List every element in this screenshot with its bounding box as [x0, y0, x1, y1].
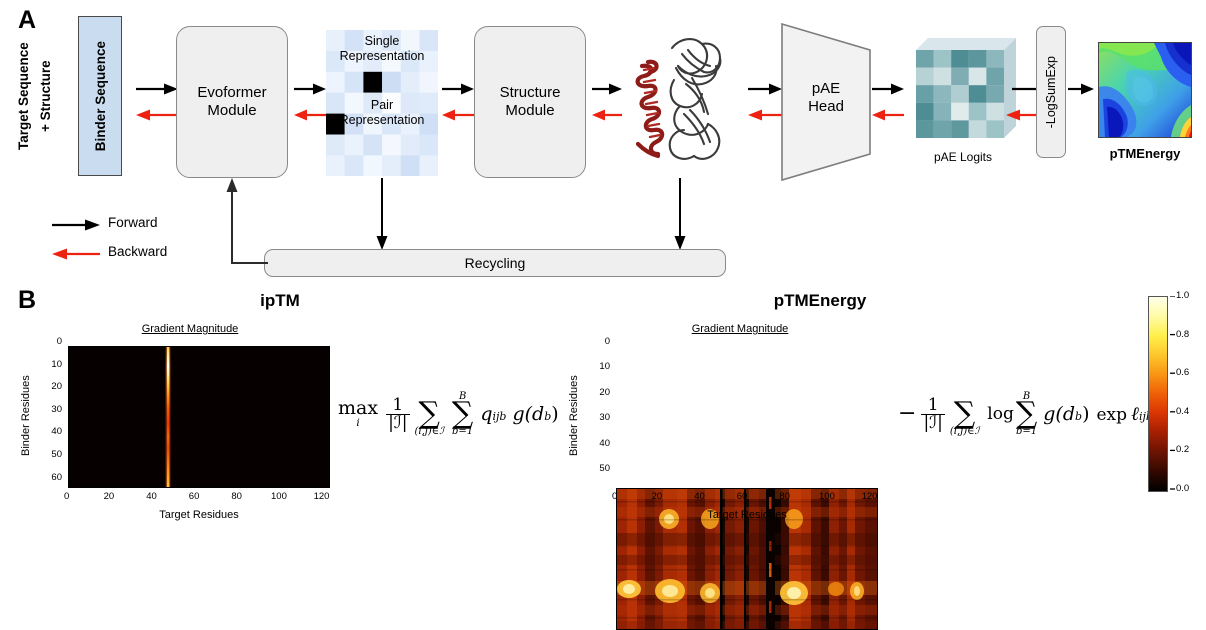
recycling-box[interactable]: Recycling: [264, 249, 726, 277]
forward-arrow-6: [872, 82, 904, 96]
ptmenergy-heatmap-title: Gradient Magnitude: [691, 323, 789, 335]
input-label-line2: + Structure: [38, 60, 53, 132]
forward-arrow-2: [294, 82, 326, 96]
pae-logits-cube: [908, 36, 1016, 148]
ptmenergy-x-ticks: 0 20 40 60 80 100 120: [612, 491, 878, 502]
iptm-heatmap-pixels: [69, 347, 329, 487]
colorbar-tick-3: 0.4: [1176, 405, 1190, 417]
colorbar-tick-1: 0.8: [1176, 328, 1190, 340]
binder-sequence-box[interactable]: Binder Sequence: [78, 16, 122, 176]
representations-matrix: [326, 30, 438, 176]
one-over-card-I-2: 1 |ℐ|: [921, 394, 945, 433]
forward-arrow-5: [748, 82, 782, 96]
logsumexp-label: -LogSumExp: [1044, 55, 1058, 129]
legend-backward-label: Backward: [108, 244, 168, 259]
pae-head-label: pAE Head: [808, 80, 844, 115]
forward-arrow-1: [136, 82, 178, 96]
forward-arrow-8: [1068, 82, 1094, 96]
forward-arrow-3: [442, 82, 474, 96]
ell-subscript: ijb: [1138, 409, 1153, 423]
max-operator: max i: [338, 397, 379, 430]
backward-arrow-4: [592, 108, 622, 122]
backward-arrow-5: [748, 108, 782, 122]
g-close-paren: ): [551, 402, 559, 425]
g-term: g(d: [512, 402, 545, 425]
legend-backward: [52, 247, 100, 266]
structure-module-box[interactable]: Structure Module: [474, 26, 586, 178]
structure-module-label: Structure Module: [499, 84, 561, 119]
logsumexp-box[interactable]: -LogSumExp: [1036, 26, 1066, 158]
leading-minus: −: [898, 401, 917, 427]
sum-over-interface: ∑ (i,j)∈ℐ: [414, 396, 444, 437]
binder-sequence-label: Binder Sequence: [92, 40, 108, 152]
pae-logits-caption: pAE Logits: [933, 150, 993, 164]
colorbar-tick-4: 0.2: [1176, 444, 1190, 456]
colorbar-gradient: [1149, 297, 1167, 491]
legend-forward: [52, 218, 100, 237]
iptm-x-ticks: 0 20 40 60 80 100 120: [64, 491, 330, 502]
ptmenergy-section-title: pTMEnergy: [773, 291, 867, 310]
ptmenergy-y-axis-label: Binder Residues: [568, 375, 580, 457]
iptm-x-axis-label: Target Residues: [159, 509, 239, 521]
gradient-colorbar: [1148, 296, 1168, 492]
backward-arrow-1: [136, 108, 178, 122]
colorbar-tick-marks: [1170, 296, 1175, 490]
ptmenergy-caption: pTMEnergy: [1109, 146, 1181, 161]
representation-pixels: [326, 30, 438, 176]
single-representation-label: Single Representation: [339, 34, 425, 63]
g-term-2: g(d: [1043, 402, 1076, 425]
iptm-formula: max i 1 |ℐ| ∑ (i,j)∈ℐ B ∑ b=1 q ijb g(d b): [338, 392, 559, 437]
log-operator: log: [987, 403, 1014, 424]
colorbar-ticks: 1.0 0.8 0.6 0.4 0.2 0.0: [1170, 290, 1204, 500]
pae-head-shape: [781, 22, 871, 182]
forward-arrow-7: [1012, 82, 1038, 96]
legend-forward-label: Forward: [108, 215, 158, 230]
pae-head-box[interactable]: pAE Head: [778, 22, 874, 182]
exp-operator: exp: [1096, 404, 1128, 425]
g-close-paren-2: ): [1082, 402, 1090, 425]
iptm-y-ticks: 0 10 20 30 40 50 60: [51, 336, 62, 483]
colorbar-tick-5: 0.0: [1176, 483, 1190, 494]
forward-arrow-4: [592, 82, 622, 96]
ptmenergy-y-ticks: 0 10 20 30 40 50: [599, 336, 610, 474]
evoformer-module-label: Evoformer Module: [197, 84, 267, 119]
backward-arrow-3: [442, 108, 474, 122]
recycling-connector-structure: [672, 178, 688, 250]
ptmenergy-landscape: [1098, 42, 1192, 138]
ptmenergy-formula: − 1 |ℐ| ∑ (i,j)∈ℐ log B ∑ b=1 g(d b) exp …: [898, 392, 1153, 437]
iptm-heatmap-title: Gradient Magnitude: [141, 323, 239, 335]
one-over-card-I: 1 |ℐ|: [386, 394, 410, 433]
iptm-section-title: ipTM: [260, 291, 300, 310]
q-term: q: [480, 402, 493, 425]
g-subscript-2: b: [1075, 409, 1083, 423]
ell-term: ℓ: [1131, 402, 1139, 425]
sum-over-bins-2: B ∑ b=1: [1015, 391, 1038, 437]
recycling-feedback-path: [222, 178, 270, 270]
protein-structure-illustration: [624, 24, 740, 176]
iptm-gradient-heatmap: [68, 346, 330, 488]
input-label-line1: Target Sequence: [16, 42, 31, 150]
backward-arrow-6: [872, 108, 904, 122]
ptmenergy-x-axis-label: Target Residues: [707, 509, 787, 521]
recycling-label: Recycling: [464, 255, 526, 271]
backward-arrow-2: [294, 108, 326, 122]
sum-over-interface-2: ∑ (i,j)∈ℐ: [949, 396, 980, 437]
evoformer-module-box[interactable]: Evoformer Module: [176, 26, 288, 178]
backward-arrow-7: [1006, 108, 1038, 122]
iptm-y-axis-label: Binder Residues: [20, 375, 32, 457]
colorbar-tick-0: 1.0: [1176, 290, 1190, 301]
recycling-connector-pair: [374, 178, 390, 250]
sum-over-bins: B ∑ b=1: [451, 391, 474, 437]
input-label-second: + Structure: [38, 16, 64, 176]
q-subscript: ijb: [492, 409, 507, 423]
colorbar-tick-2: 0.6: [1176, 367, 1190, 379]
pair-representation-label: Pair Representation: [339, 98, 425, 127]
backward-legend-arrow-icon: [52, 248, 100, 260]
panel-b-letter: B: [18, 286, 37, 314]
panel-a-letter: A: [18, 6, 37, 34]
forward-legend-arrow-icon: [52, 219, 100, 231]
g-subscript: b: [544, 409, 552, 423]
